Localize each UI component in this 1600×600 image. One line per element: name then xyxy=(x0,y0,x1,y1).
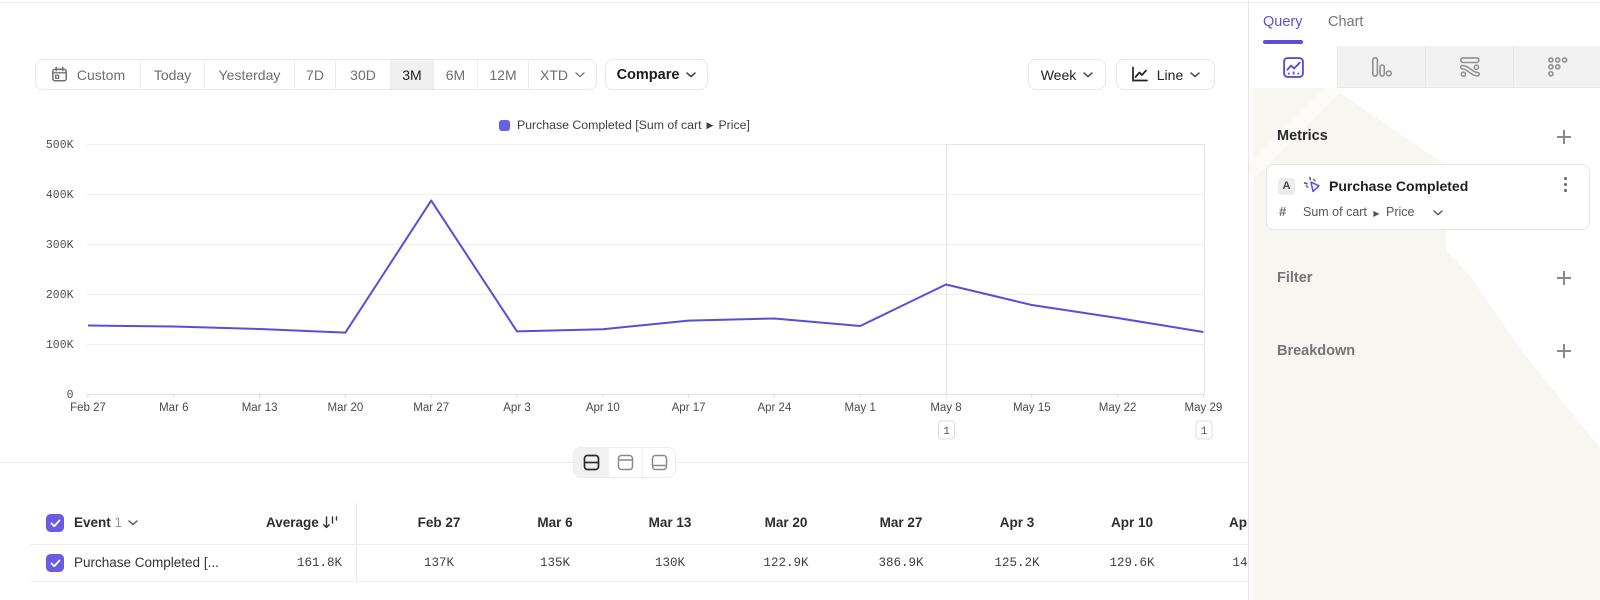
svg-text:Mar 20: Mar 20 xyxy=(328,402,364,414)
svg-text:Apr 3: Apr 3 xyxy=(503,402,531,414)
svg-text:Mar 13: Mar 13 xyxy=(242,402,278,414)
svg-text:Mar 6: Mar 6 xyxy=(159,402,188,414)
svg-text:Apr 10: Apr 10 xyxy=(586,402,620,414)
svg-text:Apr 17: Apr 17 xyxy=(672,402,706,414)
svg-text:1: 1 xyxy=(1201,426,1208,438)
svg-text:300K: 300K xyxy=(46,239,74,252)
svg-text:1: 1 xyxy=(943,426,950,438)
svg-text:May 22: May 22 xyxy=(1099,402,1137,414)
svg-text:Apr 24: Apr 24 xyxy=(757,402,791,414)
svg-text:0: 0 xyxy=(67,389,74,402)
svg-text:May 1: May 1 xyxy=(845,402,876,414)
svg-text:200K: 200K xyxy=(46,289,74,302)
svg-text:Feb 27: Feb 27 xyxy=(70,402,106,414)
svg-text:Mar 27: Mar 27 xyxy=(413,402,449,414)
svg-text:500K: 500K xyxy=(46,139,74,152)
svg-text:May 15: May 15 xyxy=(1013,402,1051,414)
svg-text:400K: 400K xyxy=(46,189,74,202)
svg-text:May 8: May 8 xyxy=(930,402,961,414)
svg-text:May 29: May 29 xyxy=(1185,402,1223,414)
svg-text:100K: 100K xyxy=(46,339,74,352)
